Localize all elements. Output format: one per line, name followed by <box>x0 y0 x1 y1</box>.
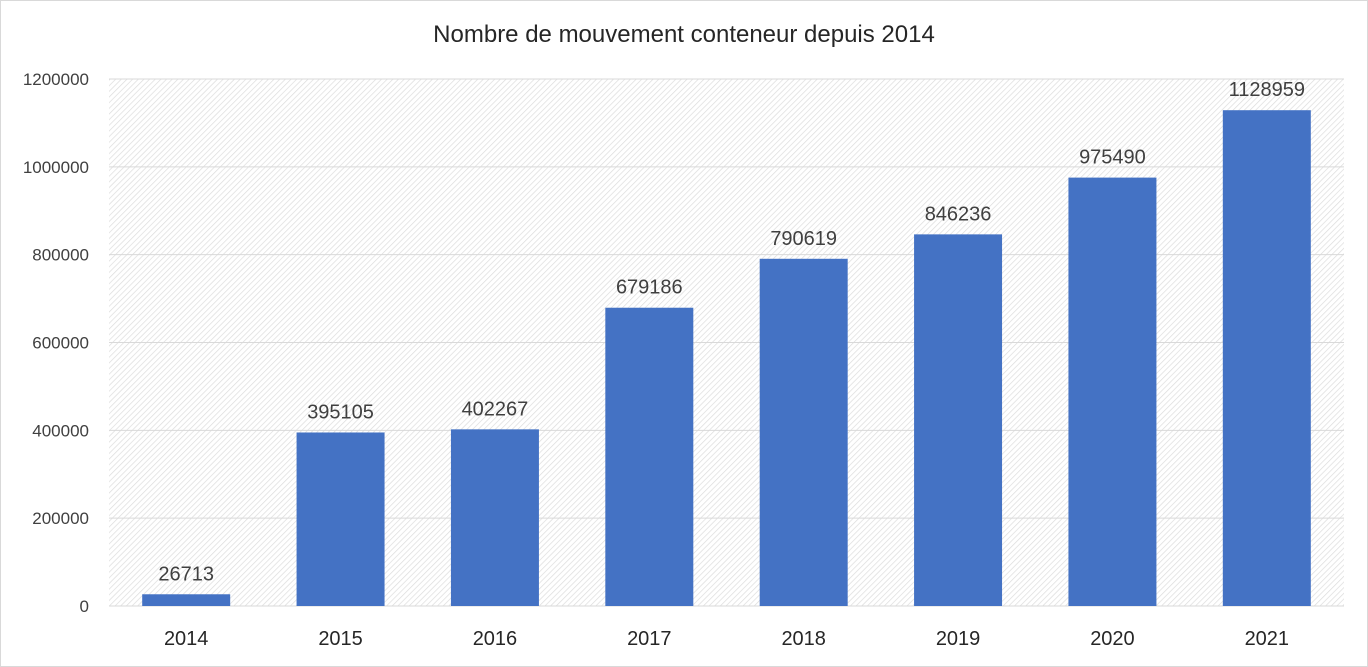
data-label: 402267 <box>462 398 529 420</box>
x-tick-label: 2021 <box>1245 628 1290 650</box>
bar-2019 <box>914 234 1003 606</box>
y-tick-label: 800000 <box>32 246 89 265</box>
data-label: 1128959 <box>1229 79 1305 101</box>
y-tick-label: 1000000 <box>23 158 89 177</box>
y-tick-label: 1200000 <box>23 70 89 89</box>
x-tick-label: 2018 <box>781 628 826 650</box>
bar-2018 <box>759 258 848 606</box>
y-tick-label: 400000 <box>32 421 89 440</box>
x-tick-label: 2020 <box>1090 628 1135 650</box>
data-label: 395105 <box>307 401 374 423</box>
x-tick-label: 2014 <box>164 628 209 650</box>
y-tick-label: 200000 <box>32 509 89 528</box>
bar-2020 <box>1068 177 1157 607</box>
bar-2016 <box>450 429 539 606</box>
x-tick-label: 2015 <box>318 628 363 650</box>
x-tick-label: 2017 <box>627 628 672 650</box>
data-label: 26713 <box>158 563 214 585</box>
data-label: 790619 <box>770 228 837 250</box>
bar-2014 <box>142 594 231 606</box>
y-axis-tick-labels: 0 200000 400000 600000 800000 1000000 1200000 <box>23 70 89 616</box>
y-tick-label: 600000 <box>32 334 89 353</box>
data-labels: 26713 395105 402267 679186 790619 846236 97549… <box>158 79 1305 585</box>
data-label: 679186 <box>616 277 683 299</box>
x-tick-label: 2016 <box>473 628 518 650</box>
bar-2015 <box>296 432 385 606</box>
y-tick-label: 0 <box>80 597 89 616</box>
bars <box>142 110 1311 607</box>
data-label: 846236 <box>925 203 992 225</box>
x-axis-tick-labels: 2014 2015 2016 2017 2018 2019 2020 2021 <box>164 628 1289 650</box>
bar-2021 <box>1222 110 1311 606</box>
bar-2017 <box>605 307 694 606</box>
data-label: 975490 <box>1079 147 1146 169</box>
chart-title: Nombre de mouvement conteneur depuis 201… <box>433 21 935 48</box>
x-tick-label: 2019 <box>936 628 981 650</box>
